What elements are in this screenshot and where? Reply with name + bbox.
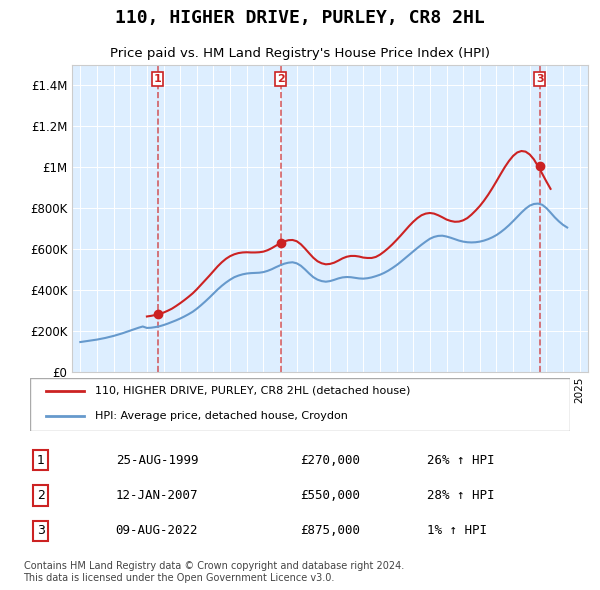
- Text: 09-AUG-2022: 09-AUG-2022: [116, 525, 198, 537]
- Text: 1% ↑ HPI: 1% ↑ HPI: [427, 525, 487, 537]
- Text: 3: 3: [37, 525, 45, 537]
- Text: 28% ↑ HPI: 28% ↑ HPI: [427, 489, 494, 502]
- Text: 2: 2: [277, 74, 284, 84]
- Text: 110, HIGHER DRIVE, PURLEY, CR8 2HL (detached house): 110, HIGHER DRIVE, PURLEY, CR8 2HL (deta…: [95, 386, 410, 396]
- Text: 3: 3: [536, 74, 544, 84]
- Text: 26% ↑ HPI: 26% ↑ HPI: [427, 454, 494, 467]
- Text: 110, HIGHER DRIVE, PURLEY, CR8 2HL: 110, HIGHER DRIVE, PURLEY, CR8 2HL: [115, 9, 485, 27]
- Text: £270,000: £270,000: [300, 454, 360, 467]
- Text: Contains HM Land Registry data © Crown copyright and database right 2024.
This d: Contains HM Land Registry data © Crown c…: [23, 561, 404, 583]
- Text: HPI: Average price, detached house, Croydon: HPI: Average price, detached house, Croy…: [95, 411, 347, 421]
- Text: £550,000: £550,000: [300, 489, 360, 502]
- FancyBboxPatch shape: [30, 378, 570, 431]
- Text: 1: 1: [154, 74, 161, 84]
- Text: 12-JAN-2007: 12-JAN-2007: [116, 489, 198, 502]
- Text: Price paid vs. HM Land Registry's House Price Index (HPI): Price paid vs. HM Land Registry's House …: [110, 47, 490, 60]
- Text: 25-AUG-1999: 25-AUG-1999: [116, 454, 198, 467]
- Text: 2: 2: [37, 489, 45, 502]
- Text: 1: 1: [37, 454, 45, 467]
- Text: £875,000: £875,000: [300, 525, 360, 537]
